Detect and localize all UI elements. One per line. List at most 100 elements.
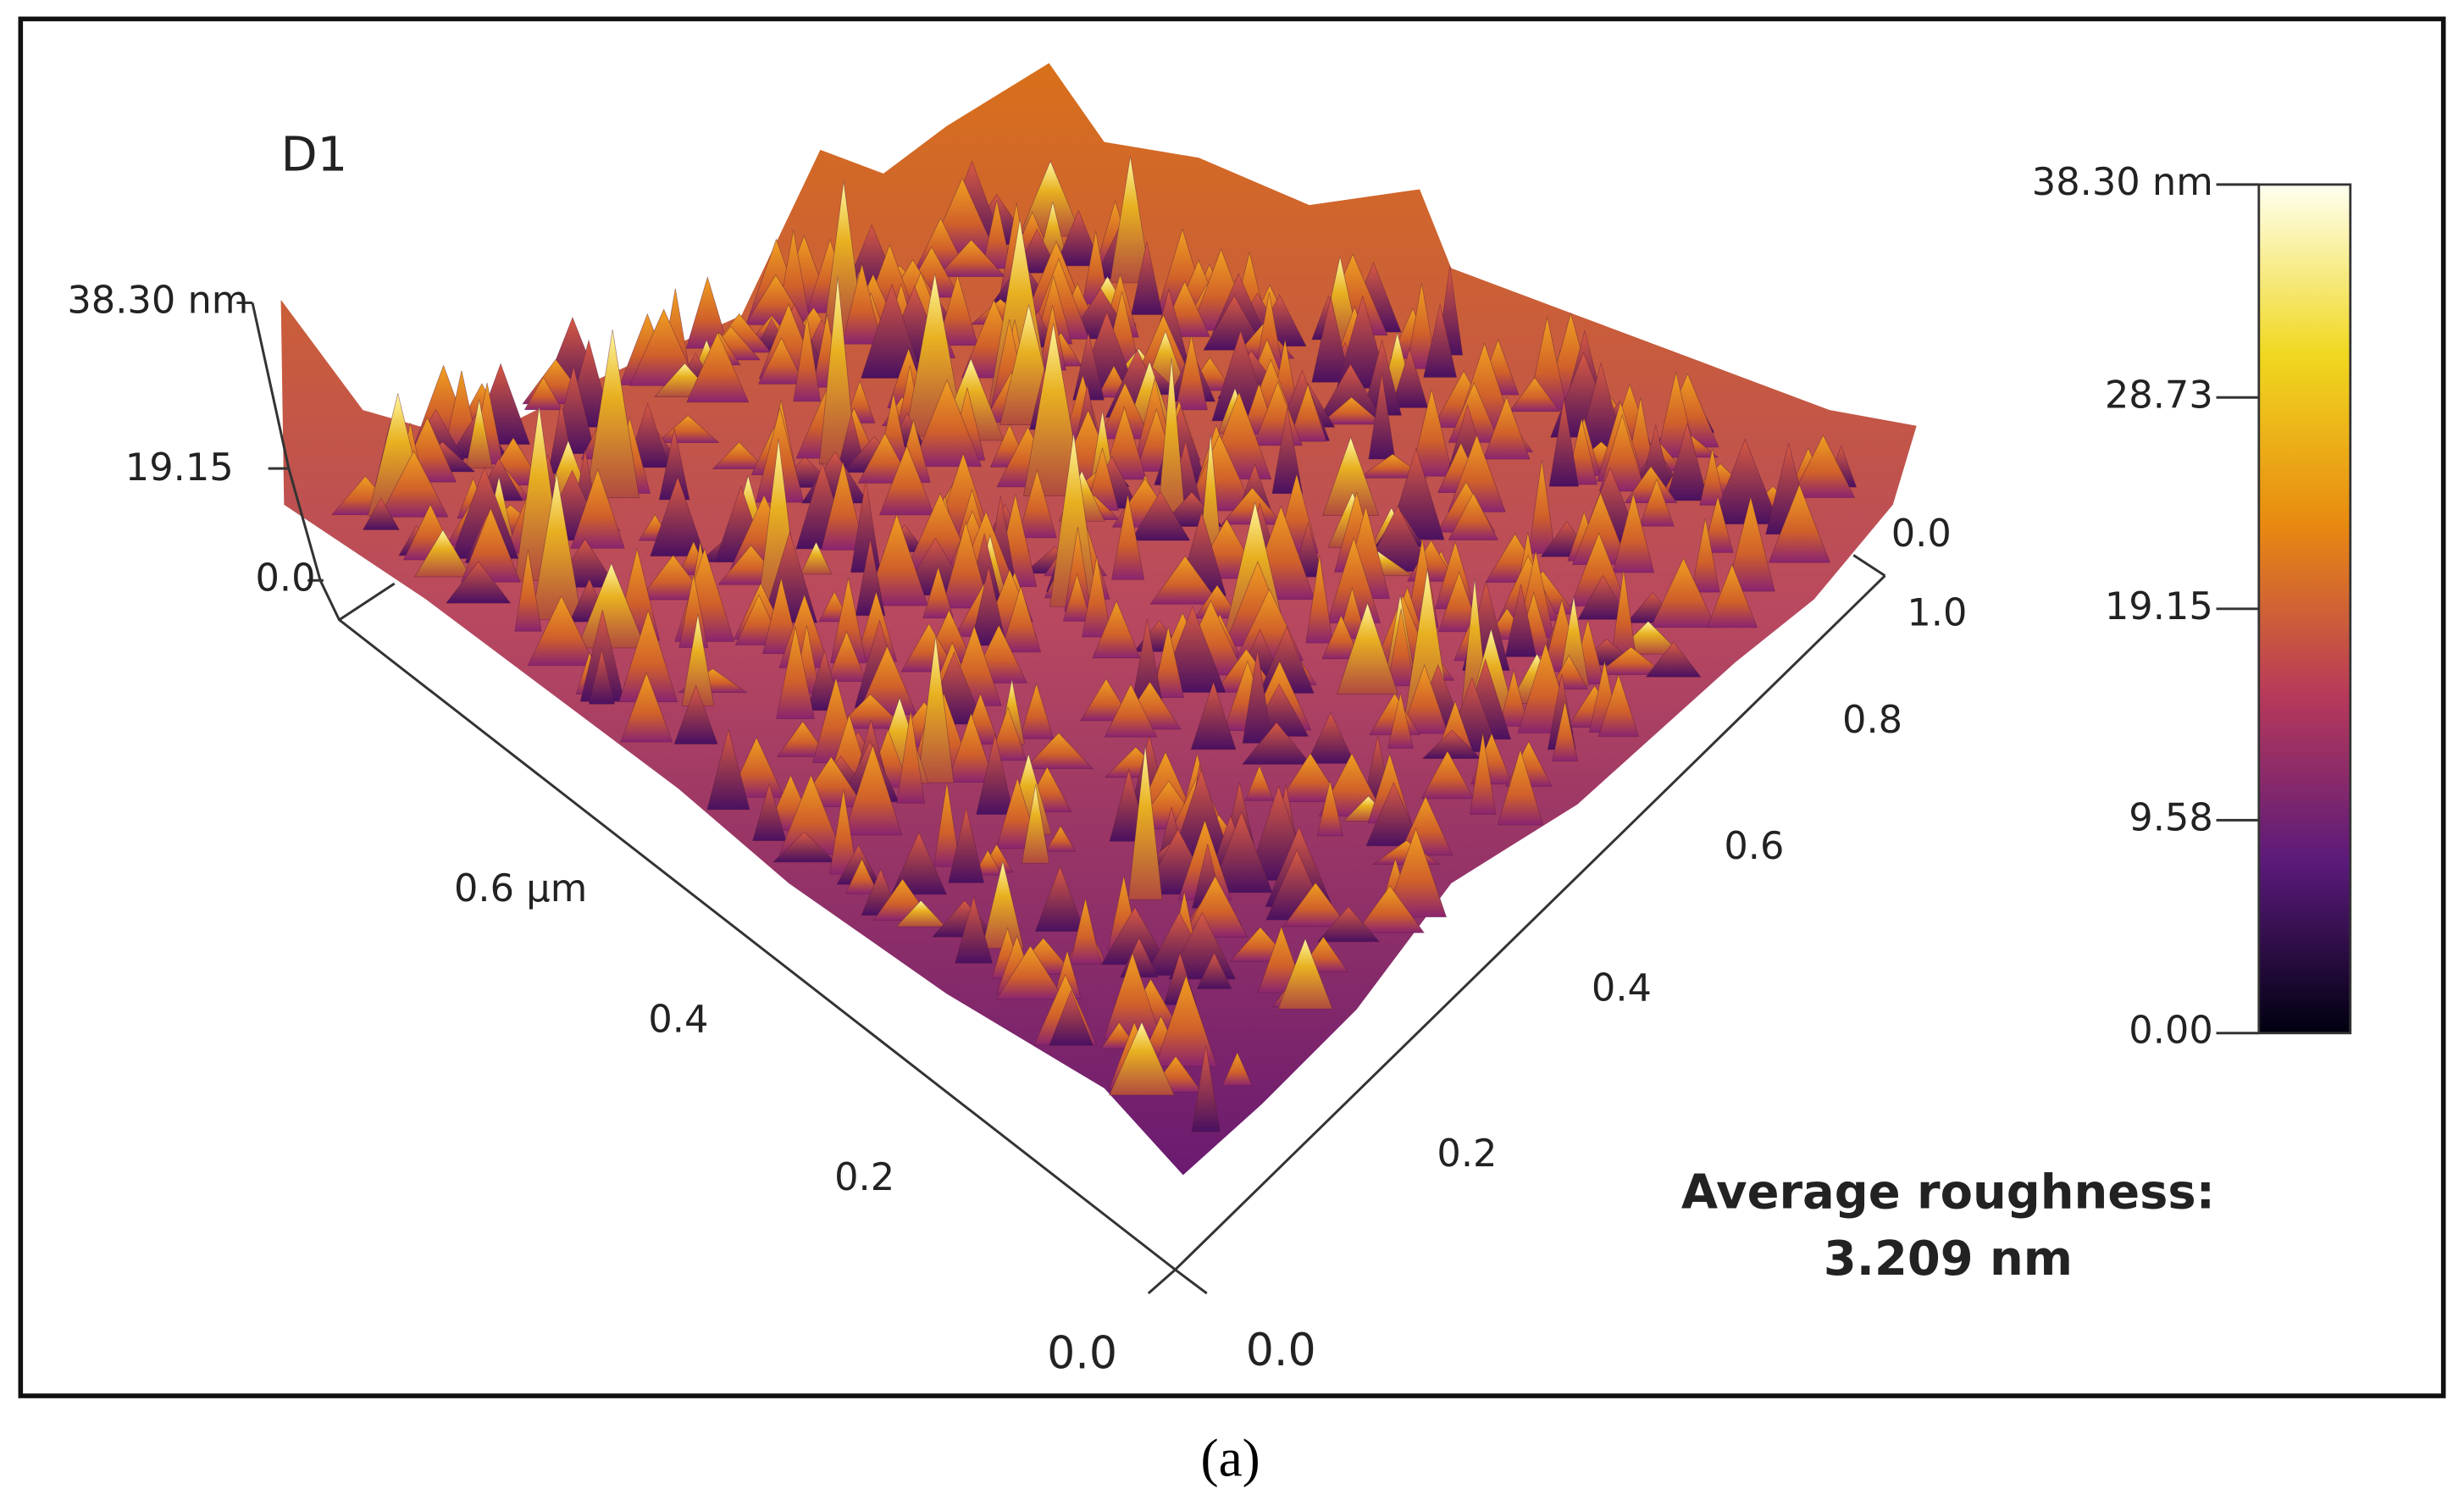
surface-spike	[1127, 744, 1163, 900]
surface-spike	[936, 274, 979, 346]
surface-spike	[465, 399, 493, 469]
surface-spike	[793, 315, 822, 402]
surface-spike	[1242, 722, 1312, 765]
surface-spike	[1791, 434, 1856, 498]
roughness-value: 3.209 nm	[1824, 1231, 2073, 1287]
surface-spike	[1191, 1044, 1221, 1132]
caption: (a)	[1201, 1429, 1260, 1488]
colorbar-tick-label: 9.58	[2129, 795, 2213, 839]
surface-spike	[585, 329, 640, 499]
surface-spike	[577, 562, 646, 649]
surface-spike	[879, 445, 935, 516]
surface-spike	[1109, 1021, 1175, 1096]
colorbar-tick-label: 38.30 nm	[2032, 160, 2213, 204]
surface-spike	[1210, 811, 1273, 894]
surface-spike	[1337, 601, 1398, 695]
surface-spike	[1190, 680, 1237, 750]
surface-spike	[865, 513, 928, 606]
surface-spike	[955, 895, 994, 964]
surface-spike	[673, 684, 718, 744]
x-tick-label: 0.2	[834, 1155, 894, 1199]
surface-spike	[1726, 496, 1775, 592]
surface-spike	[1552, 700, 1578, 761]
surface-spike	[895, 899, 947, 927]
surface-spike	[843, 744, 903, 836]
surface-spike	[896, 710, 925, 804]
surface-spike	[1385, 827, 1448, 918]
surface-spike	[1019, 682, 1055, 739]
roughness-label: Average roughness:	[1681, 1165, 2215, 1220]
surface-spike	[1069, 898, 1102, 965]
surface-spike	[1597, 673, 1640, 737]
x-tick-label: 0.4	[648, 998, 708, 1042]
surface-spike	[1355, 885, 1425, 933]
surface-spike	[911, 379, 983, 468]
y-tick-label: 0.0	[1246, 1326, 1316, 1376]
surface-spike	[618, 609, 678, 702]
surface-spike	[413, 529, 472, 578]
surface-spike	[1244, 765, 1275, 801]
z-tick-label: 0.0	[255, 556, 315, 600]
surface-spike	[1612, 492, 1655, 573]
z-tick-label: 38.30 nm	[67, 279, 248, 323]
surface-spike	[1509, 377, 1561, 412]
surface-spike	[1768, 484, 1830, 563]
y-tick-label: 0.2	[1437, 1132, 1497, 1176]
y-tick-label: 0.6	[1724, 824, 1784, 868]
surface-spike	[830, 577, 867, 664]
surface-spike	[1034, 865, 1086, 932]
surface-spike	[1549, 654, 1589, 689]
colorbar-tick-label: 19.15	[2105, 584, 2213, 628]
surface-spike	[1420, 750, 1475, 800]
surface-spike	[523, 376, 563, 411]
surface	[280, 63, 1917, 1176]
surface-spike	[1316, 905, 1381, 943]
surface-spike	[1021, 784, 1050, 864]
surface-spike	[936, 239, 1006, 277]
surface-spike	[995, 944, 1066, 1000]
surface-spike	[1706, 563, 1758, 628]
surface-spike	[1448, 492, 1499, 540]
surface-spike	[1548, 398, 1580, 487]
surface-spike	[772, 831, 837, 863]
surface-spike	[620, 672, 673, 743]
surface-spike	[570, 468, 625, 549]
surface-spike	[681, 614, 715, 706]
surface-spike	[988, 706, 1027, 761]
surface-spike	[1624, 465, 1678, 503]
surface-spike	[1639, 478, 1675, 527]
back-label: 0.0	[1891, 512, 1952, 556]
x-tick-label: 0.0	[1047, 1329, 1117, 1380]
surface-spike	[1175, 335, 1208, 411]
surface-spike	[1104, 683, 1158, 738]
surface-spike	[1092, 600, 1141, 659]
surface-spike	[1400, 663, 1448, 734]
surface-spike	[800, 541, 833, 575]
surface-spike	[1702, 495, 1734, 553]
x-tick-label: 0.6 µm	[454, 866, 587, 910]
surface-spike	[527, 595, 596, 667]
surface-spike	[362, 497, 400, 530]
surface-spike	[706, 728, 750, 811]
surface-spike	[460, 507, 521, 583]
panel-label: D1	[281, 127, 348, 182]
surface-spike	[1691, 518, 1720, 593]
surface-spike	[776, 626, 815, 719]
surface-spike	[1196, 952, 1232, 989]
surface-spike	[446, 561, 512, 604]
colorbar	[2216, 183, 2352, 1035]
surface-spike	[1645, 641, 1702, 678]
surface-spike	[1152, 626, 1185, 698]
surface-spike	[1482, 396, 1531, 460]
surface-spike	[1221, 487, 1284, 525]
surface-spike	[826, 630, 867, 682]
surface-spike	[686, 331, 750, 403]
surface-spike	[778, 774, 844, 855]
y-tick-label: 1.0	[1907, 590, 1967, 634]
surface-spike	[1391, 347, 1429, 408]
surface-spike	[728, 736, 785, 798]
surface-spike	[1131, 241, 1163, 315]
surface-spike	[1023, 732, 1094, 769]
surface-spike	[1497, 748, 1544, 826]
